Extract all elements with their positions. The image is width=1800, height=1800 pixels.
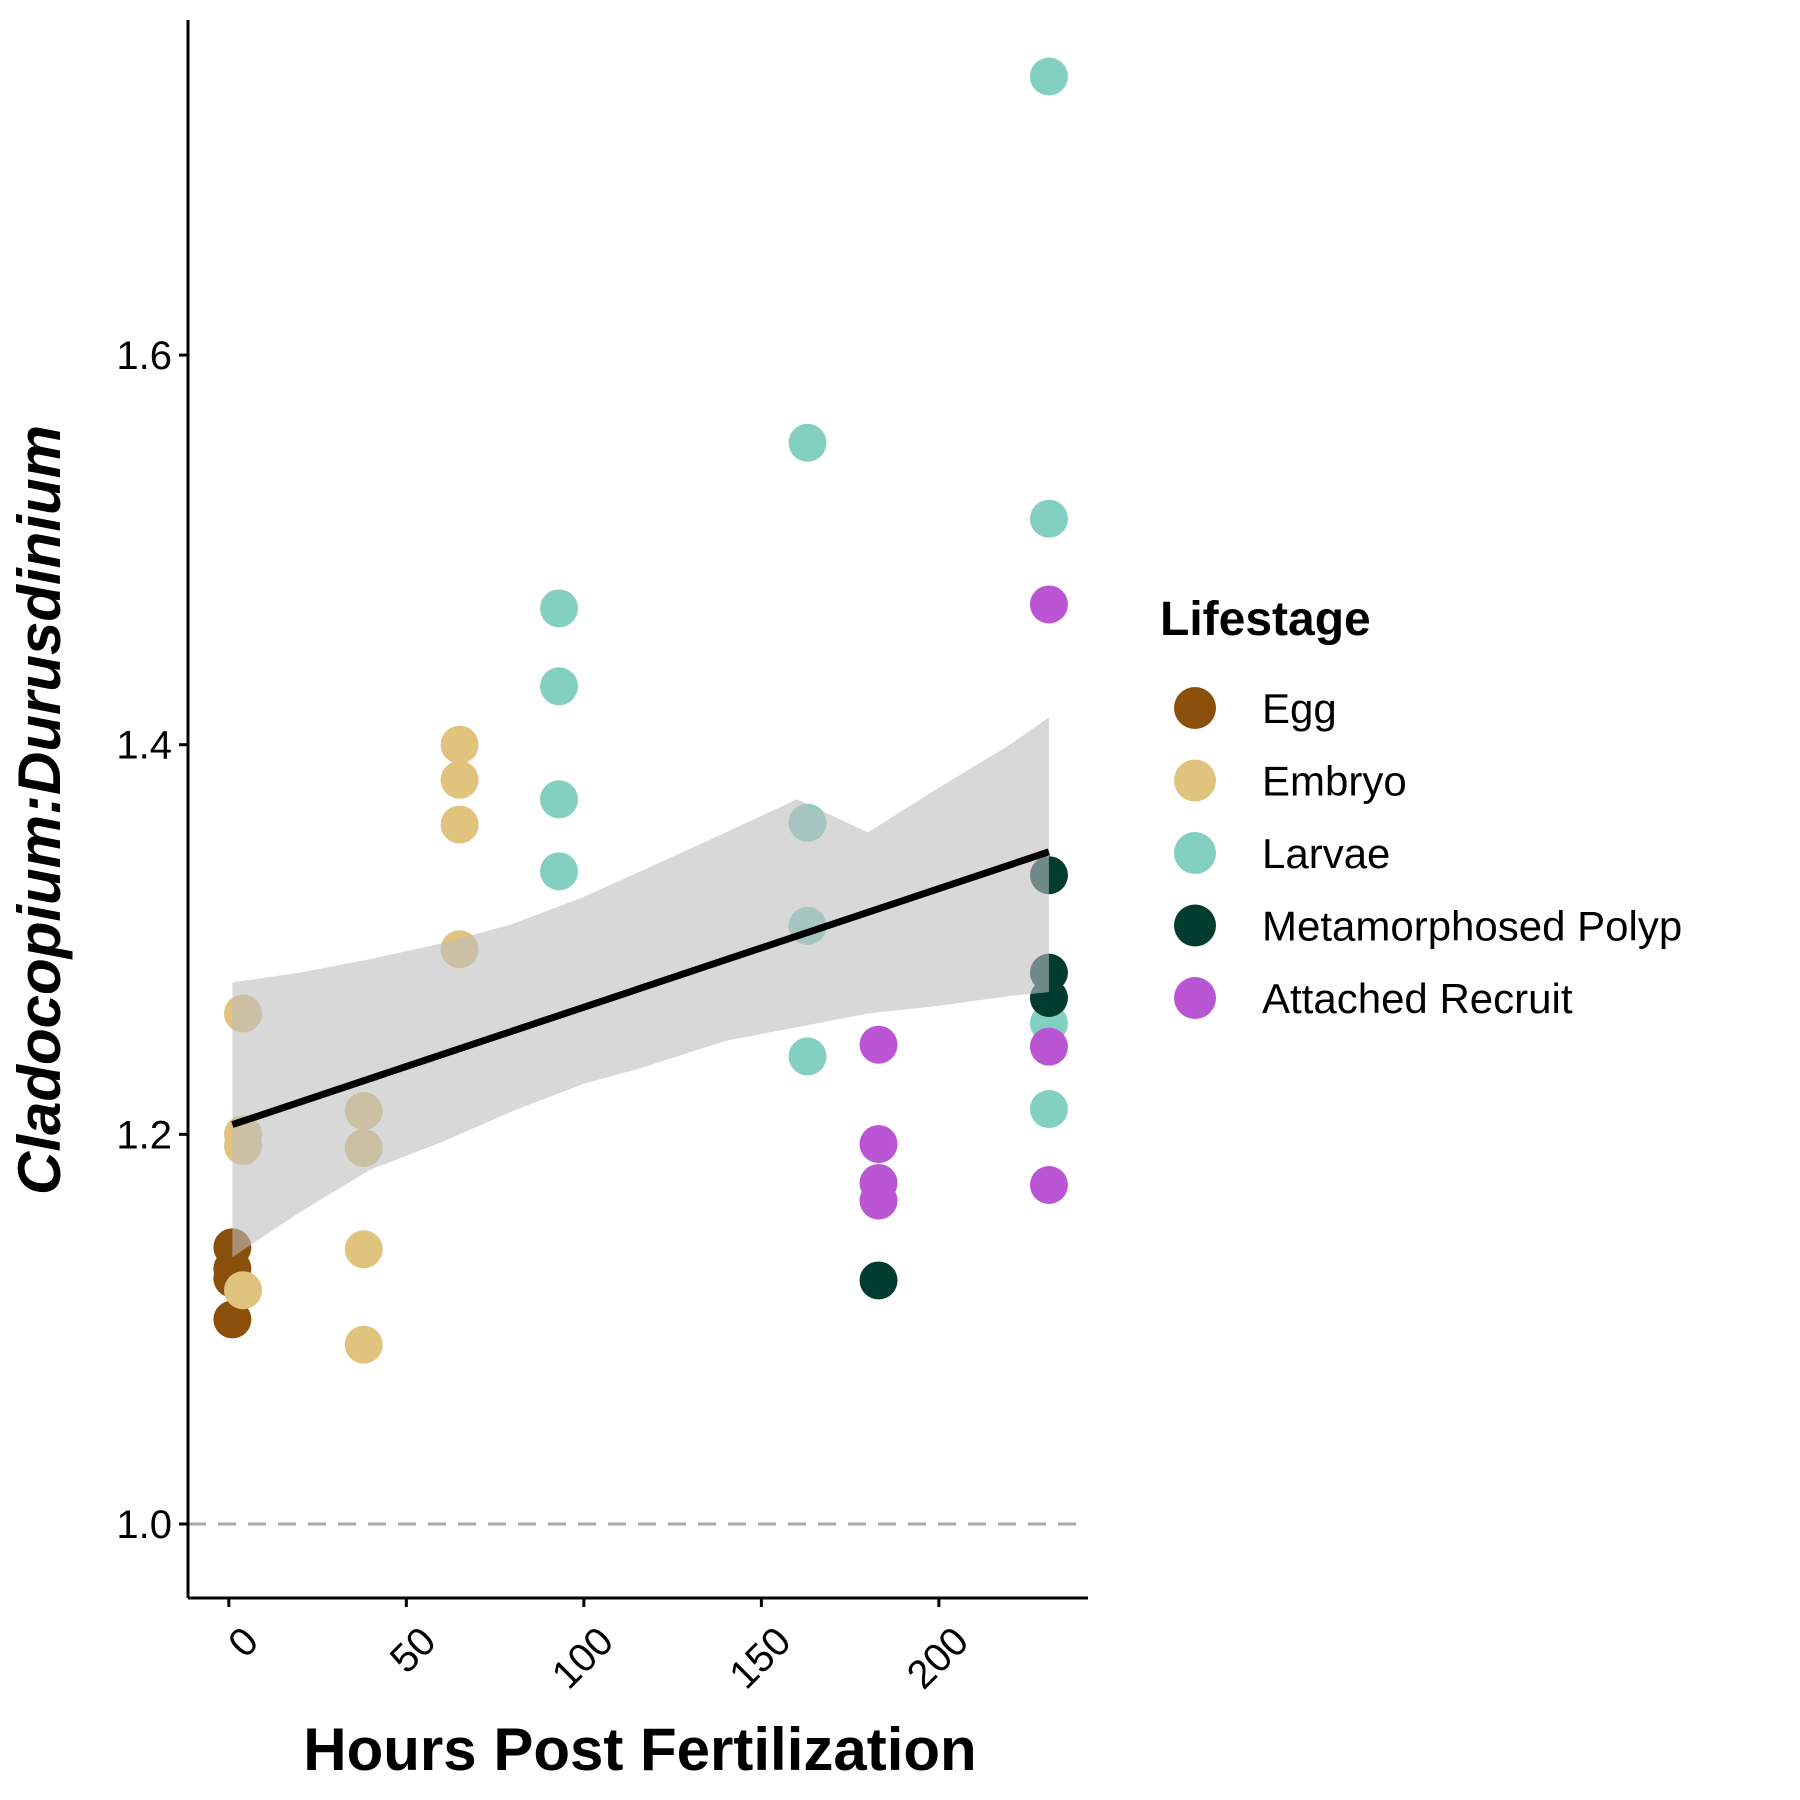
- data-point: [1029, 1090, 1068, 1129]
- data-point: [344, 1230, 383, 1269]
- legend-key: [1174, 687, 1216, 729]
- legend-label: Egg: [1262, 685, 1337, 732]
- legend: Lifestage Egg Embryo Larvae Metamorphosed Po…: [1160, 593, 1682, 1022]
- x-tick-label: 50: [382, 1619, 445, 1682]
- plot-area: [188, 57, 1088, 1526]
- data-point: [788, 423, 827, 462]
- data-point: [540, 589, 579, 628]
- x-tick-label: 150: [721, 1619, 799, 1697]
- data-point: [1029, 585, 1068, 624]
- legend-title: Lifestage: [1160, 593, 1371, 646]
- x-tick-label: 0: [220, 1619, 267, 1666]
- x-tick-label: 100: [544, 1619, 622, 1697]
- data-point: [1029, 1165, 1068, 1204]
- data-point: [1029, 499, 1068, 538]
- legend-key: [1174, 904, 1216, 947]
- data-point: [788, 1037, 827, 1076]
- legend-label: Larvae: [1262, 830, 1390, 877]
- data-point: [1029, 57, 1068, 96]
- y-tick-label: 1.4: [116, 724, 172, 768]
- y-tick-label: 1.0: [116, 1503, 172, 1547]
- y-tick-label: 1.6: [116, 334, 172, 378]
- y-axis-title: Cladocopium:Durusdinium: [6, 425, 73, 1195]
- data-point: [540, 667, 579, 706]
- data-point: [440, 760, 479, 799]
- legend-key: [1174, 759, 1216, 802]
- y-tick-label: 1.2: [116, 1113, 172, 1157]
- legend-label: Embryo: [1262, 758, 1407, 805]
- data-point: [859, 1025, 898, 1064]
- data-point: [540, 852, 579, 891]
- series-attached-recruit: [859, 585, 1068, 1220]
- data-point: [859, 1181, 898, 1220]
- legend-key: [1174, 977, 1216, 1019]
- x-tick-label: 200: [899, 1619, 977, 1697]
- legend-key: [1174, 832, 1216, 874]
- data-point: [440, 805, 479, 844]
- data-point: [440, 725, 479, 764]
- data-point: [224, 1271, 263, 1310]
- data-point: [540, 780, 579, 819]
- x-axis-title: Hours Post Fertilization: [303, 1716, 976, 1783]
- data-point: [344, 1325, 383, 1364]
- data-point: [859, 1261, 898, 1300]
- data-point: [1029, 1027, 1068, 1066]
- legend-label: Metamorphosed Polyp: [1262, 903, 1682, 950]
- data-point: [213, 1300, 252, 1339]
- trend-line: [231, 848, 1051, 1128]
- legend-label: Attached Recruit: [1262, 975, 1573, 1022]
- data-point: [859, 1125, 898, 1164]
